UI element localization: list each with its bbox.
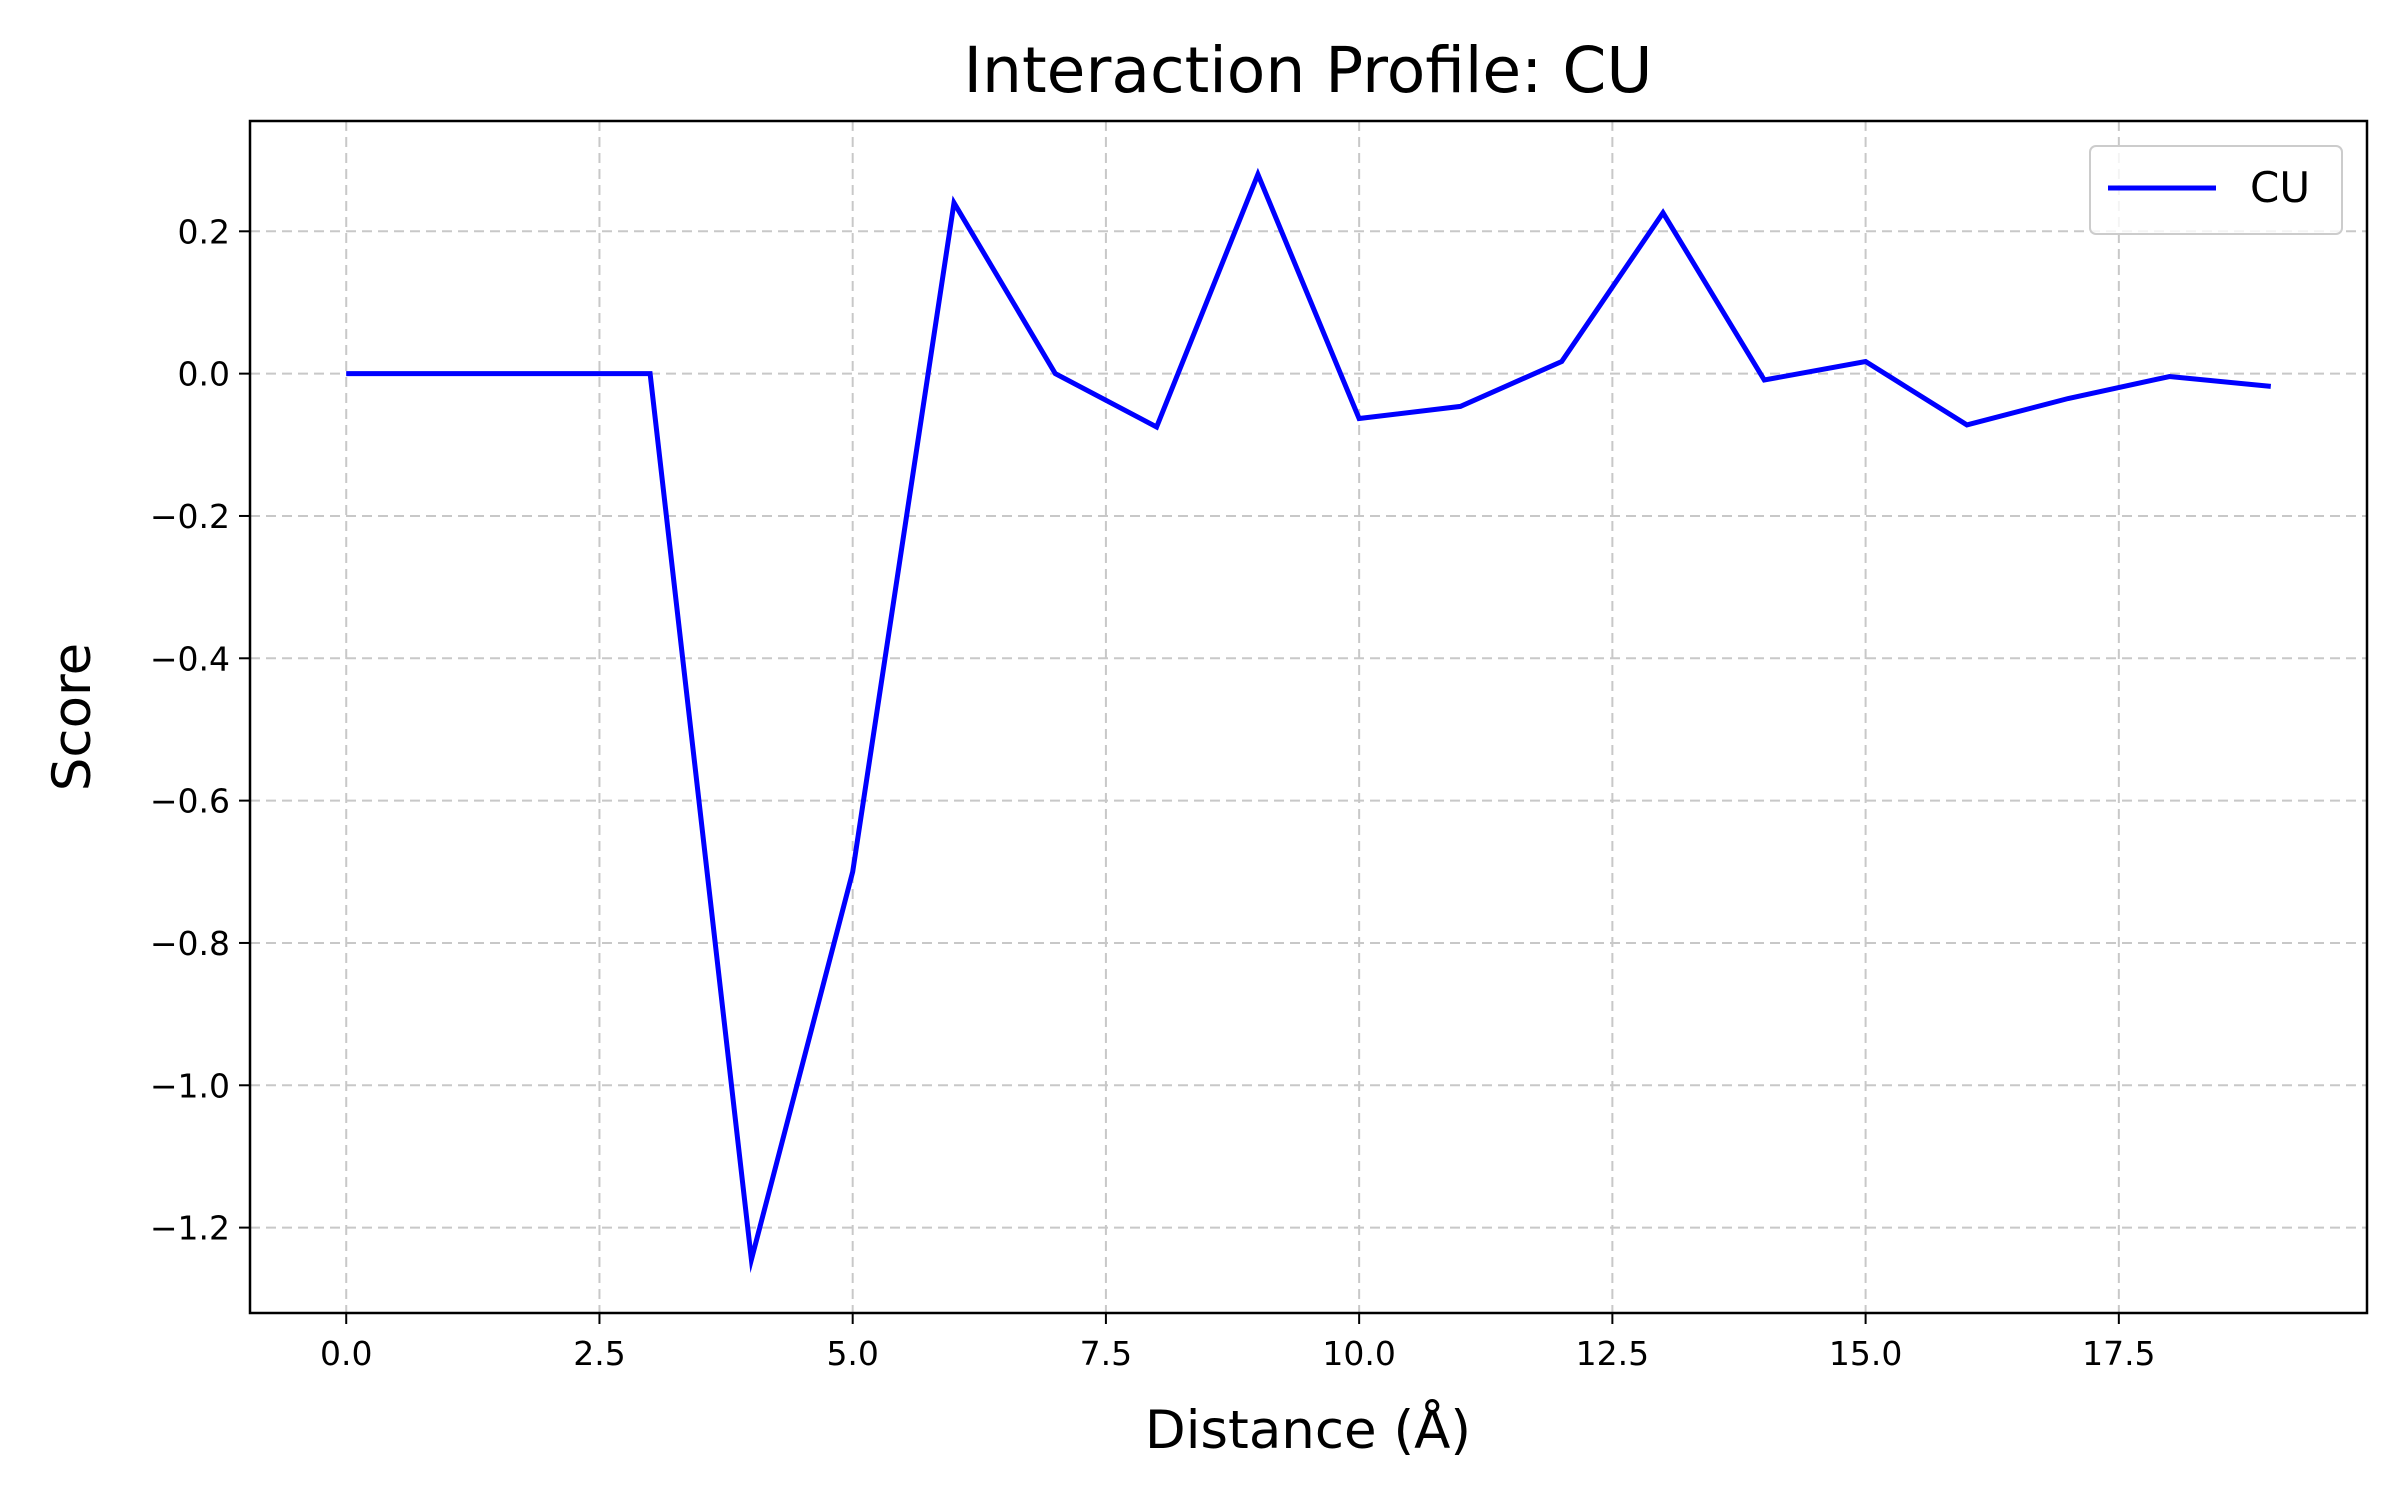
- y-tick-label: −0.4: [150, 639, 230, 678]
- y-tick-label: −1.0: [150, 1066, 230, 1105]
- y-tick-label: 0.0: [178, 355, 230, 394]
- legend-label-cu: CU: [2250, 163, 2310, 212]
- y-axis-title: Score: [42, 643, 103, 791]
- series-lines: [346, 167, 2272, 1274]
- y-tick-label: 0.2: [178, 212, 230, 251]
- x-tick-label: 7.5: [1080, 1334, 1132, 1373]
- y-tick-label: −0.6: [150, 782, 230, 821]
- chart-title: Interaction Profile: CU: [963, 34, 1652, 107]
- x-tick-label: 15.0: [1829, 1334, 1902, 1373]
- x-axis: 0.0 2.5 5.0 7.5 10.0 12.5 15.0 17.5: [320, 1313, 2156, 1373]
- grid-lines: [250, 121, 2367, 1313]
- x-tick-label: 5.0: [826, 1334, 878, 1373]
- plot-frame: [248, 119, 2369, 1315]
- x-tick-label: 0.0: [320, 1334, 372, 1373]
- x-tick-label: 12.5: [1576, 1334, 1649, 1373]
- y-tick-label: −0.2: [150, 497, 230, 536]
- y-tick-label: −0.8: [150, 924, 230, 963]
- series-line-cu: [346, 167, 2272, 1274]
- y-tick-label: −1.2: [150, 1209, 230, 1248]
- x-tick-label: 17.5: [2082, 1334, 2155, 1373]
- x-axis-title: Distance (Å): [1145, 1397, 1471, 1461]
- x-tick-label: 2.5: [573, 1334, 625, 1373]
- x-tick-label: 10.0: [1322, 1334, 1395, 1373]
- legend: CU: [2089, 145, 2343, 235]
- y-axis: 0.2 0.0 −0.2 −0.4 −0.6 −0.8 −1.0 −1.2: [150, 212, 250, 1248]
